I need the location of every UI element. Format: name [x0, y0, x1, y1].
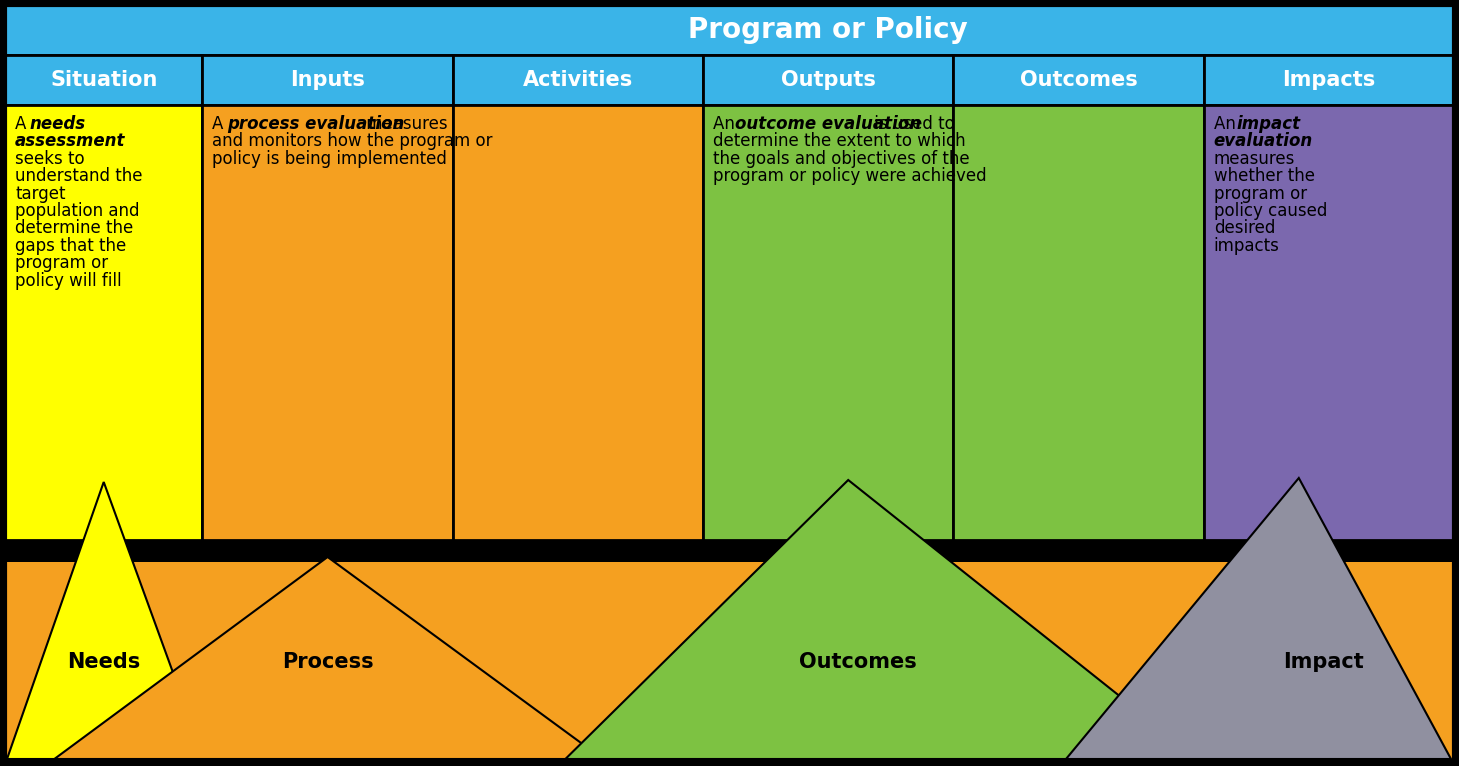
Polygon shape [4, 5, 1455, 55]
Polygon shape [4, 105, 203, 540]
Text: policy caused: policy caused [1214, 202, 1328, 220]
Text: Needs: Needs [67, 652, 140, 672]
Text: understand the: understand the [15, 167, 143, 185]
Text: measures: measures [362, 115, 448, 133]
Polygon shape [452, 55, 703, 105]
Text: An: An [713, 115, 740, 133]
Text: policy is being implemented: policy is being implemented [213, 150, 448, 168]
Text: assessment: assessment [15, 133, 125, 150]
Polygon shape [953, 105, 1204, 540]
Text: Impact: Impact [1284, 652, 1364, 672]
Text: determine the: determine the [15, 219, 133, 237]
Polygon shape [203, 55, 452, 105]
Text: program or policy were achieved: program or policy were achieved [713, 167, 986, 185]
Text: measures: measures [1214, 150, 1296, 168]
Text: impact: impact [1236, 115, 1300, 133]
Polygon shape [54, 557, 603, 759]
Text: and monitors how the program or: and monitors how the program or [213, 133, 493, 150]
Polygon shape [203, 105, 452, 540]
Text: process evaluation: process evaluation [228, 115, 404, 133]
Text: A: A [213, 115, 229, 133]
Text: An: An [1214, 115, 1240, 133]
Text: Activities: Activities [522, 70, 633, 90]
Text: the goals and objectives of the: the goals and objectives of the [713, 150, 970, 168]
Polygon shape [4, 562, 1455, 761]
Polygon shape [4, 55, 203, 105]
Text: Outcomes: Outcomes [800, 652, 918, 672]
Text: Situation: Situation [50, 70, 158, 90]
Text: gaps that the: gaps that the [15, 237, 127, 255]
Text: is used to: is used to [870, 115, 956, 133]
Text: policy will fill: policy will fill [15, 272, 121, 290]
Text: A: A [15, 115, 32, 133]
Polygon shape [452, 105, 703, 540]
Text: determine the extent to which: determine the extent to which [713, 133, 966, 150]
Text: desired: desired [1214, 219, 1275, 237]
Text: outcome evaluation: outcome evaluation [735, 115, 922, 133]
Polygon shape [703, 55, 953, 105]
Polygon shape [953, 55, 1204, 105]
Text: evaluation: evaluation [1214, 133, 1313, 150]
Text: Outcomes: Outcomes [1020, 70, 1138, 90]
Polygon shape [1204, 55, 1455, 105]
Text: population and: population and [15, 202, 140, 220]
Polygon shape [7, 482, 204, 759]
Text: program or: program or [1214, 185, 1307, 202]
Polygon shape [1067, 478, 1452, 759]
Polygon shape [4, 540, 1455, 562]
Text: target: target [15, 185, 66, 202]
Text: Outputs: Outputs [781, 70, 875, 90]
Text: program or: program or [15, 254, 108, 272]
Text: Process: Process [282, 652, 374, 672]
Text: whether the: whether the [1214, 167, 1315, 185]
Text: needs: needs [29, 115, 86, 133]
Text: Impacts: Impacts [1282, 70, 1376, 90]
Text: Program or Policy: Program or Policy [689, 16, 969, 44]
Polygon shape [1204, 105, 1455, 540]
Text: Inputs: Inputs [290, 70, 365, 90]
Polygon shape [703, 105, 953, 540]
Polygon shape [566, 480, 1199, 759]
Text: impacts: impacts [1214, 237, 1280, 255]
Text: seeks to: seeks to [15, 150, 85, 168]
